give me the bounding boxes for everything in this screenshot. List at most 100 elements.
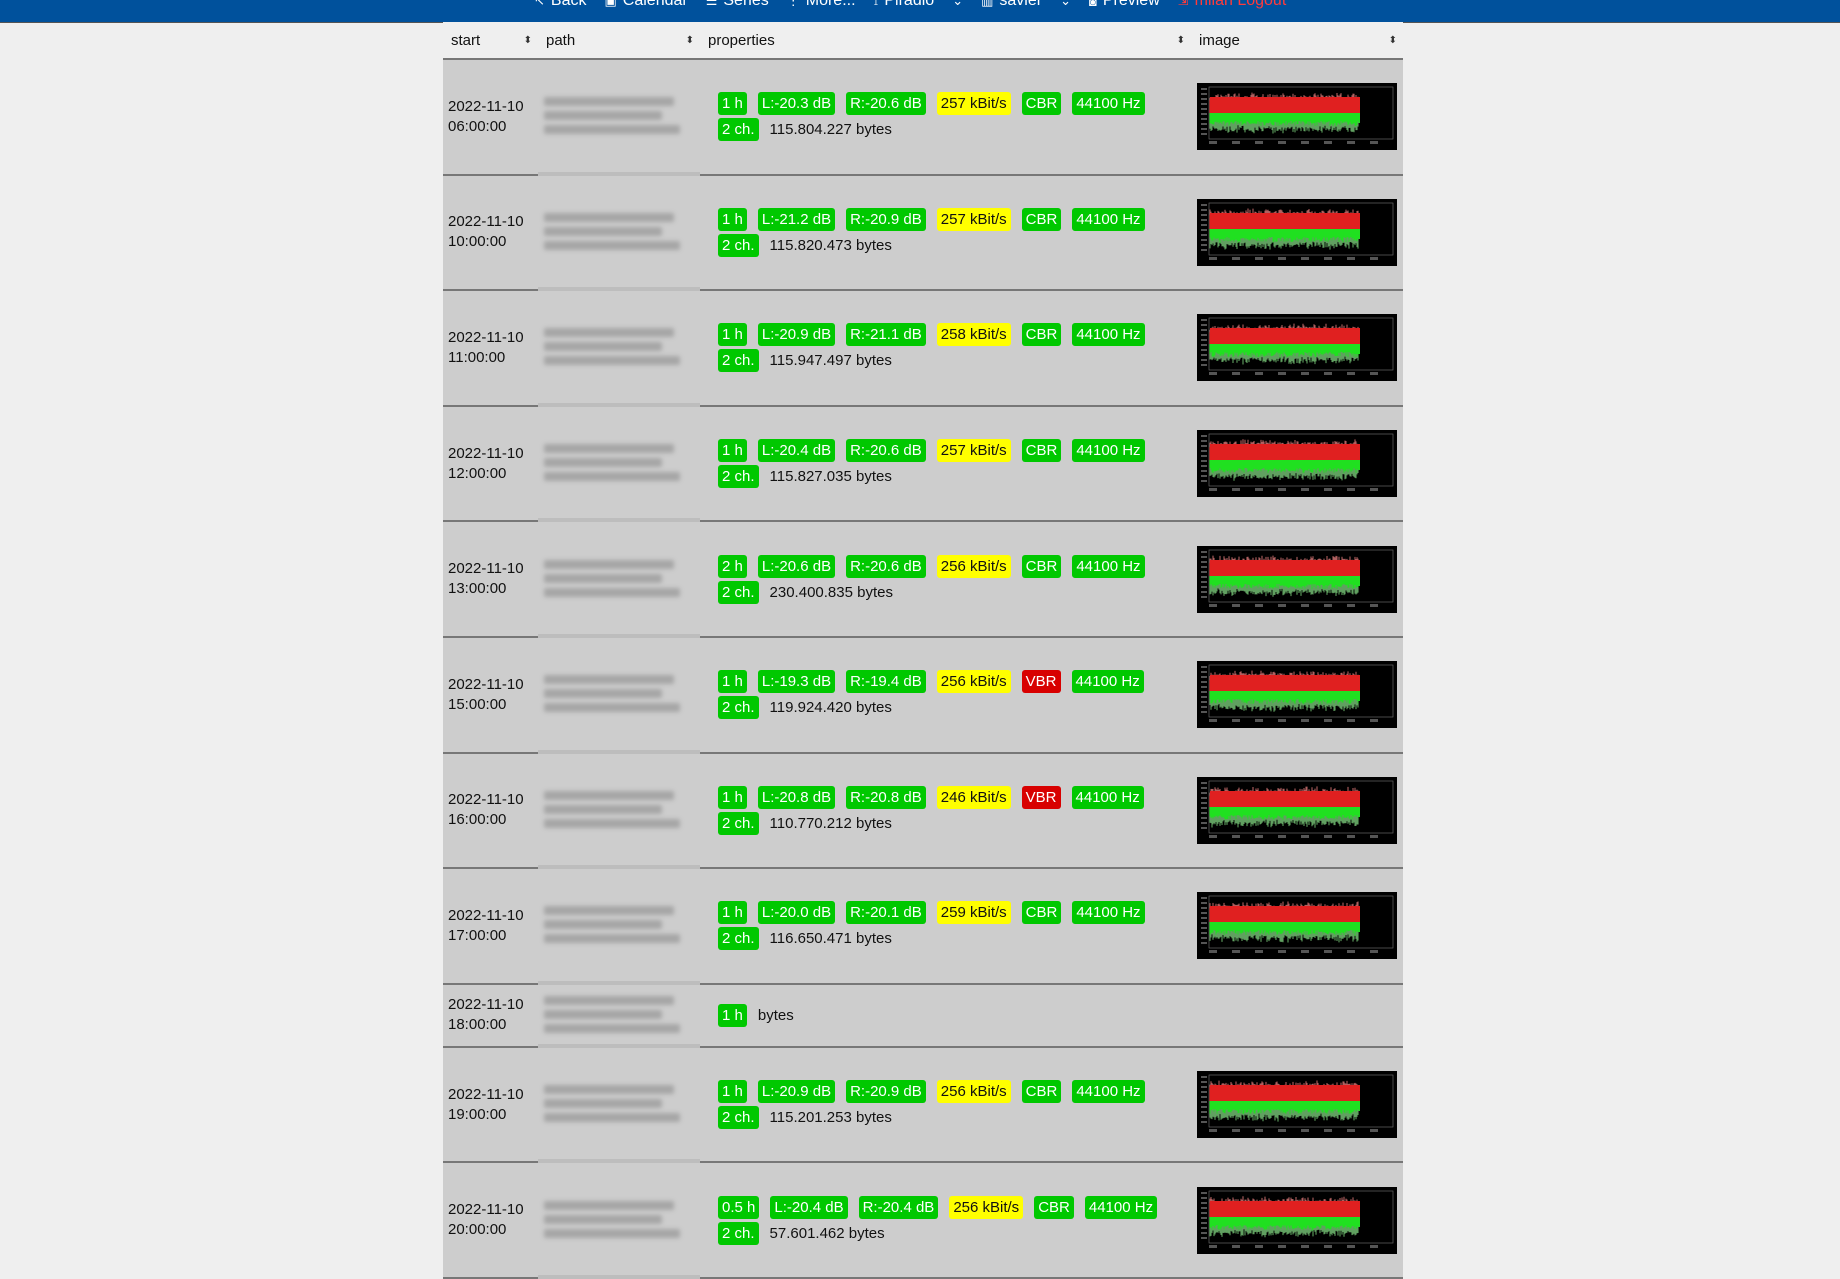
nav-item-series[interactable]: ☰ Series [706,0,769,10]
left-level-badge: L:-20.9 dB [757,323,836,347]
start-time: 15:00:00 [448,695,507,713]
nav-item-dropdown[interactable]: ⌄ [952,0,963,10]
bitrate-badge: 256 kBit/s [936,1080,1011,1104]
redacted-path-line [544,559,674,569]
waveform-image[interactable] [1197,892,1397,960]
start-cell: 2022-11-10 20:00:00 [443,1163,538,1277]
start-cell: 2022-11-10 17:00:00 [443,869,538,983]
bitrate-badge: 257 kBit/s [936,439,1011,463]
redacted-path-line [544,1099,662,1109]
right-level-badge: R:-21.1 dB [846,323,926,347]
nav-item-more[interactable]: ⋮ More... [787,0,856,10]
redacted-path-line [544,804,662,814]
duration-badge: 1 h [718,92,747,116]
redacted-path-line [544,675,674,685]
table-row[interactable]: 2022-11-10 18:00:00 1 h bytes [443,984,1403,1048]
properties-cell: 1 h L:-20.9 dB R:-21.1 dB 258 kBit/s CBR 4410… [700,291,1191,405]
waveform-image[interactable] [1197,1186,1397,1254]
column-header-image[interactable]: image ⬍ [1191,22,1403,58]
waveform-image[interactable] [1197,314,1397,382]
path-cell-redacted[interactable] [538,60,700,176]
nav-item-label: Piradio [884,0,935,9]
start-cell: 2022-11-10 11:00:00 [443,291,538,405]
right-level-badge: R:-20.9 dB [846,207,926,231]
table-row[interactable]: 2022-11-10 15:00:00 1 h L:-19.3 dB R:-19.4 d… [443,637,1403,754]
path-cell-redacted[interactable] [538,1048,700,1164]
image-cell [1191,869,1403,983]
nav-item-label: Calendar [622,0,688,9]
table-row[interactable]: 2022-11-10 12:00:00 1 h L:-20.4 dB R:-20.6 d… [443,406,1403,523]
nav-item-piradio[interactable]: ⟟ Piradio [874,0,935,10]
sort-icon[interactable]: ⬍ [1388,34,1397,46]
redacted-path-line [544,472,680,482]
properties-cell: 1 h L:-20.3 dB R:-20.6 dB 257 kBit/s CBR 4410… [700,60,1191,174]
waveform-image[interactable] [1197,776,1397,844]
sort-icon[interactable]: ⬍ [1176,34,1185,46]
table-row[interactable]: 2022-11-10 20:00:00 0.5 h L:-20.4 dB R:-20.4… [443,1163,1403,1279]
path-cell-redacted[interactable] [538,176,700,292]
waveform-image[interactable] [1197,1071,1397,1139]
left-level-badge: L:-20.4 dB [770,1195,848,1219]
redacted-path-line [544,125,680,135]
properties-line-2: 2 ch. 115.947.497 bytes [718,349,892,373]
table-row[interactable]: 2022-11-10 17:00:00 1 h L:-20.0 dB R:-20.1 d… [443,869,1403,985]
column-header-path[interactable]: path ⬍ [538,22,700,58]
column-label: properties [708,31,775,49]
properties-line-2: 2 ch. 57.601.462 bytes [718,1221,885,1245]
table-row[interactable]: 2022-11-10 19:00:00 1 h L:-20.9 dB R:-20.9 d… [443,1047,1403,1164]
nav-item-dropdown[interactable]: ⌄ [1060,0,1071,10]
properties-cell: 1 h L:-20.4 dB R:-20.6 dB 257 kBit/s CBR 4410… [700,407,1191,521]
image-cell [1191,985,1403,1046]
start-cell: 2022-11-10 10:00:00 [443,176,538,290]
waveform-image[interactable] [1197,198,1397,266]
sort-icon[interactable]: ⬍ [685,34,694,46]
nav-item-preview[interactable]: ◙ Preview [1089,0,1160,10]
path-cell-redacted[interactable] [538,1163,700,1279]
waveform-image[interactable] [1197,545,1397,613]
sample-rate-badge: 44100 Hz [1072,323,1145,347]
waveform-image[interactable] [1197,661,1397,729]
more-vertical-icon: ⋮ [786,0,800,8]
image-cell [1191,638,1403,752]
start-date: 2022-11-10 [448,996,524,1014]
redacted-path-line [544,906,674,916]
left-level-badge: L:-20.4 dB [757,439,836,463]
properties-line-1: 1 h bytes [718,1003,794,1027]
duration-badge: 1 h [718,207,747,231]
properties-line-1: 2 h L:-20.6 dB R:-20.6 dB 256 kBit/s CBR 4410… [718,554,1145,578]
building-icon: ▥ [981,0,994,8]
waveform-image[interactable] [1197,430,1397,498]
start-datetime: 2022-11-10 18:00:00 [448,995,524,1035]
path-cell-redacted[interactable] [538,407,700,523]
start-time: 20:00:00 [448,1221,507,1239]
table-row[interactable]: 2022-11-10 10:00:00 1 h L:-21.2 dB R:-20.9 d… [443,175,1403,292]
column-header-start[interactable]: start ⬍ [443,22,538,58]
table-row[interactable]: 2022-11-10 11:00:00 1 h L:-20.9 dB R:-21.1 d… [443,291,1403,407]
image-cell [1191,407,1403,521]
sort-icon[interactable]: ⬍ [523,34,532,46]
path-cell-redacted[interactable] [538,985,700,1048]
redacted-path-line [544,995,674,1005]
waveform-image[interactable] [1197,83,1397,151]
properties-line-1: 1 h L:-20.4 dB R:-20.6 dB 257 kBit/s CBR 4410… [718,439,1145,463]
table-row[interactable]: 2022-11-10 13:00:00 2 h L:-20.6 dB R:-20.6 d… [443,522,1403,638]
nav-item-savier[interactable]: ▥ savier [981,0,1042,10]
table-row[interactable]: 2022-11-10 16:00:00 1 h L:-20.8 dB R:-20.8 d… [443,753,1403,870]
path-cell-redacted[interactable] [538,754,700,870]
redacted-path-line [544,818,680,828]
nav-item-milan-logout[interactable]: ⇲ milan Logout [1178,0,1287,10]
nav-item-back[interactable]: ↖ Back [534,0,586,10]
properties-cell: 1 h bytes [700,985,1191,1046]
path-cell-redacted[interactable] [538,869,700,985]
bitrate-mode-badge: CBR [1021,901,1062,925]
nav-item-calendar[interactable]: ▣ Calendar [604,0,687,10]
start-cell: 2022-11-10 06:00:00 [443,60,538,174]
start-time: 16:00:00 [448,811,507,829]
column-header-properties[interactable]: properties ⬍ [700,22,1191,58]
path-cell-redacted[interactable] [538,291,700,407]
table-row[interactable]: 2022-11-10 06:00:00 1 h L:-20.3 dB R:-20.6 d… [443,60,1403,176]
properties-line-1: 0.5 h L:-20.4 dB R:-20.4 dB 256 kBit/s CBR 44… [718,1195,1158,1219]
path-cell-redacted[interactable] [538,638,700,754]
redacted-path-line [544,342,662,352]
path-cell-redacted[interactable] [538,522,700,638]
